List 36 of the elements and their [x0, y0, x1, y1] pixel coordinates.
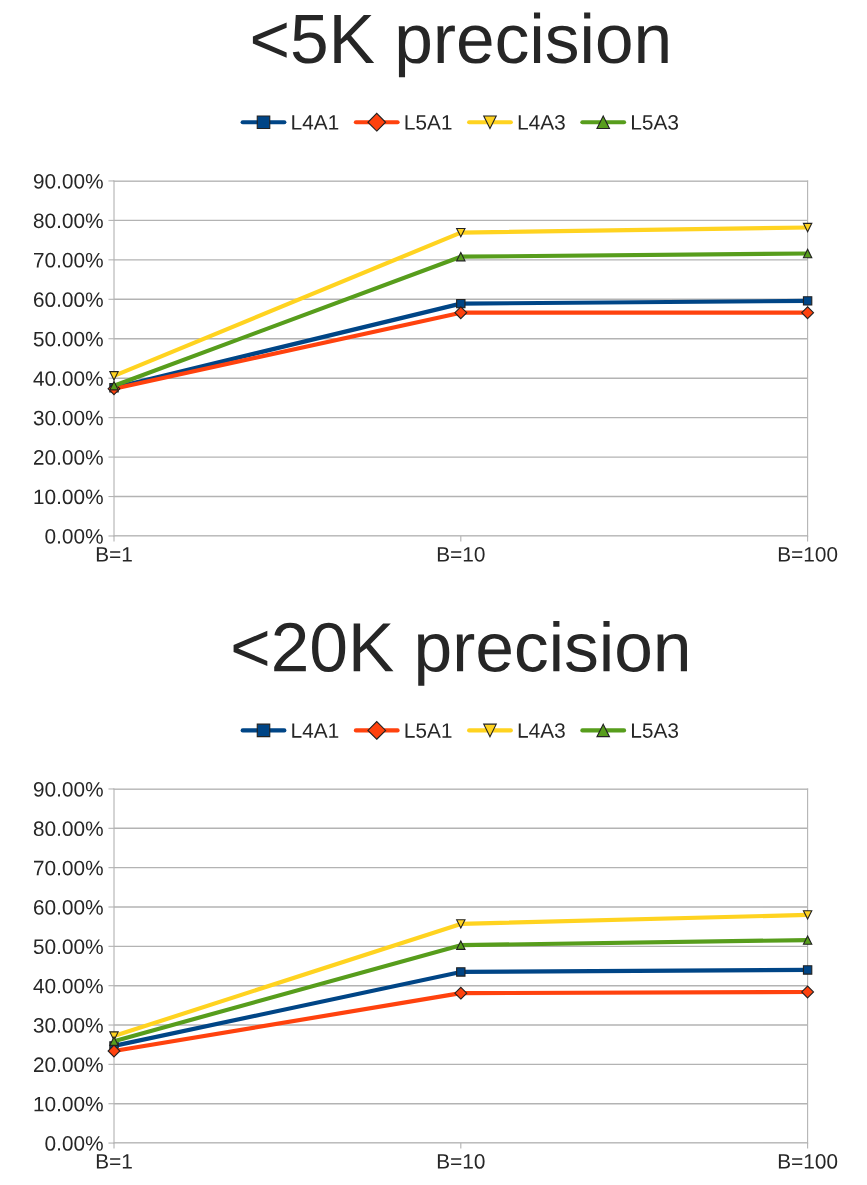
x-tick-label: B=10 [437, 546, 485, 562]
y-tick-label: 10.00% [34, 489, 103, 505]
legend-label: L4A3 [518, 114, 565, 130]
legend-label: L4A3 [518, 723, 565, 738]
y-tick-label: 10.00% [34, 1096, 103, 1112]
legend-label: L5A3 [632, 723, 679, 738]
x-tick-label: B=1 [96, 1154, 132, 1169]
y-tick-label: 40.00% [33, 978, 103, 994]
x-tick-label: B=100 [778, 1154, 838, 1169]
x-tick-label: B=1 [96, 547, 132, 562]
y-tick-label: 20.00% [33, 1057, 103, 1073]
y-tick-label: 20.00% [33, 450, 103, 465]
x-tick-label: B=100 [778, 546, 838, 562]
legend-label: L4A1 [292, 115, 339, 130]
y-tick-label: 30.00% [33, 410, 103, 426]
y-tick-label: 80.00% [33, 213, 103, 229]
y-tick-label: 50.00% [33, 939, 103, 955]
y-tick-label: 30.00% [33, 1018, 103, 1033]
legend-label: L5A3 [632, 114, 679, 130]
y-tick-label: 90.00% [33, 173, 103, 189]
legend-label: L5A1 [405, 723, 452, 738]
y-tick-label: 90.00% [33, 781, 103, 797]
chart-title: <5K precision [252, 12, 668, 78]
x-tick-label: B=10 [437, 1154, 485, 1169]
chart-title: <20K precision [233, 620, 687, 686]
legend-label: L4A1 [292, 723, 339, 738]
y-tick-label: 80.00% [33, 821, 103, 837]
y-tick-label: 70.00% [34, 860, 103, 876]
y-tick-label: 60.00% [34, 900, 103, 915]
y-tick-label: 50.00% [33, 331, 103, 347]
y-tick-label: 0.00% [45, 528, 103, 544]
y-tick-label: 70.00% [34, 252, 103, 268]
legend-label: L5A1 [405, 115, 452, 130]
y-tick-label: 60.00% [34, 292, 103, 308]
y-tick-label: 0.00% [45, 1136, 103, 1151]
y-tick-label: 40.00% [33, 371, 103, 386]
